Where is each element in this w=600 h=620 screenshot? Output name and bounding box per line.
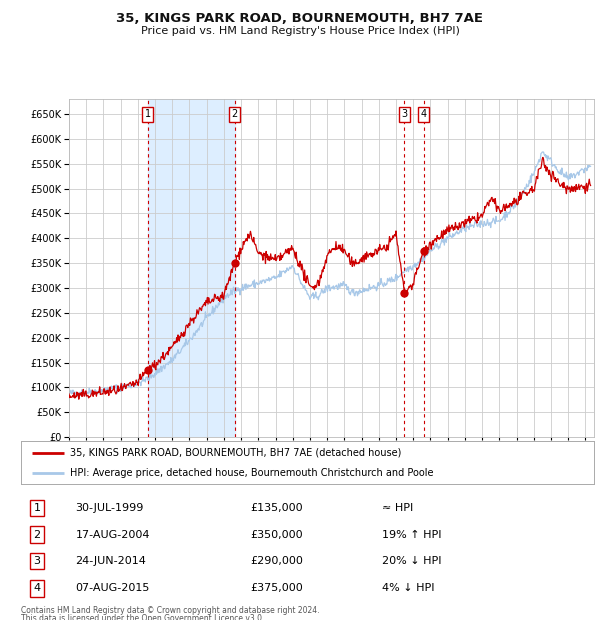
Text: 1: 1 <box>145 109 151 120</box>
Text: £350,000: £350,000 <box>250 529 303 539</box>
Bar <box>148 99 235 437</box>
Text: 4: 4 <box>34 583 41 593</box>
Text: ≈ HPI: ≈ HPI <box>382 503 413 513</box>
Text: 07-AUG-2015: 07-AUG-2015 <box>76 583 150 593</box>
Text: £290,000: £290,000 <box>250 556 303 566</box>
Text: 20% ↓ HPI: 20% ↓ HPI <box>382 556 442 566</box>
Text: Contains HM Land Registry data © Crown copyright and database right 2024.: Contains HM Land Registry data © Crown c… <box>21 606 320 616</box>
Text: 2: 2 <box>34 529 41 539</box>
Text: 19% ↑ HPI: 19% ↑ HPI <box>382 529 442 539</box>
Text: 35, KINGS PARK ROAD, BOURNEMOUTH, BH7 7AE (detached house): 35, KINGS PARK ROAD, BOURNEMOUTH, BH7 7A… <box>70 448 401 458</box>
Text: This data is licensed under the Open Government Licence v3.0.: This data is licensed under the Open Gov… <box>21 614 265 620</box>
Text: £375,000: £375,000 <box>250 583 303 593</box>
Text: 4: 4 <box>421 109 427 120</box>
Text: HPI: Average price, detached house, Bournemouth Christchurch and Poole: HPI: Average price, detached house, Bour… <box>70 468 433 478</box>
Text: £135,000: £135,000 <box>250 503 303 513</box>
Text: 1: 1 <box>34 503 41 513</box>
Text: 4% ↓ HPI: 4% ↓ HPI <box>382 583 434 593</box>
Text: 3: 3 <box>401 109 407 120</box>
Text: 24-JUN-2014: 24-JUN-2014 <box>76 556 146 566</box>
Text: 35, KINGS PARK ROAD, BOURNEMOUTH, BH7 7AE: 35, KINGS PARK ROAD, BOURNEMOUTH, BH7 7A… <box>116 12 484 25</box>
Text: 30-JUL-1999: 30-JUL-1999 <box>76 503 144 513</box>
Text: 17-AUG-2004: 17-AUG-2004 <box>76 529 150 539</box>
Text: Price paid vs. HM Land Registry's House Price Index (HPI): Price paid vs. HM Land Registry's House … <box>140 26 460 36</box>
Text: 2: 2 <box>232 109 238 120</box>
Text: 3: 3 <box>34 556 41 566</box>
